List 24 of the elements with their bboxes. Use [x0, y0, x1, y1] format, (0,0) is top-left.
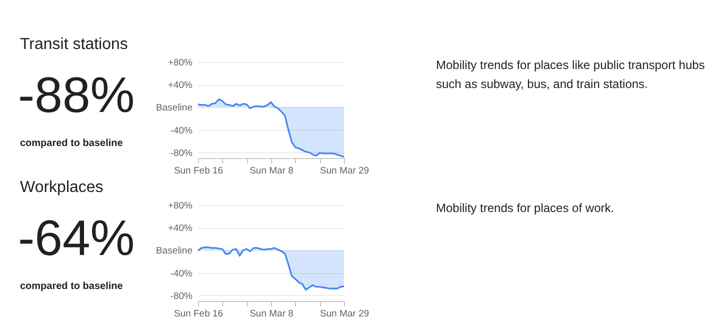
- y-tick-label: -80%: [170, 290, 194, 302]
- text: Mobility trends for places like public transport hubs such as subway, bus, and train stations.: [436, 57, 706, 93]
- y-tick-label: -40%: [170, 268, 194, 280]
- y-tick-label: Baseline: [156, 102, 192, 114]
- text: -88%: [18, 66, 135, 124]
- y-tick-label: -40%: [170, 125, 194, 136]
- x-tick-label: Sun Mar 8: [250, 166, 294, 176]
- y-tick-label: +40%: [168, 80, 194, 92]
- text: compared to baseline: [20, 138, 123, 149]
- y-tick-label: +40%: [168, 223, 194, 234]
- y-tick-label: +80%: [168, 58, 194, 68]
- text: compared to baseline: [20, 281, 123, 292]
- text: Transit stations: [20, 36, 128, 54]
- text: Workplaces: [20, 179, 104, 197]
- y-tick-label: -80%: [170, 148, 194, 159]
- x-tick-label: Sun Feb 16: [174, 166, 224, 176]
- y-tick-label: +80%: [168, 200, 194, 212]
- text: -64%: [18, 209, 135, 267]
- text: Mobility trends for places of work.: [436, 200, 616, 217]
- x-tick-label: Sun Mar 8: [250, 308, 294, 320]
- x-tick-label: Sun Mar 29: [320, 166, 370, 176]
- x-tick-label: Sun Mar 29: [320, 308, 370, 320]
- x-tick-label: Sun Feb 16: [174, 308, 224, 320]
- y-tick-label: Baseline: [156, 246, 192, 257]
